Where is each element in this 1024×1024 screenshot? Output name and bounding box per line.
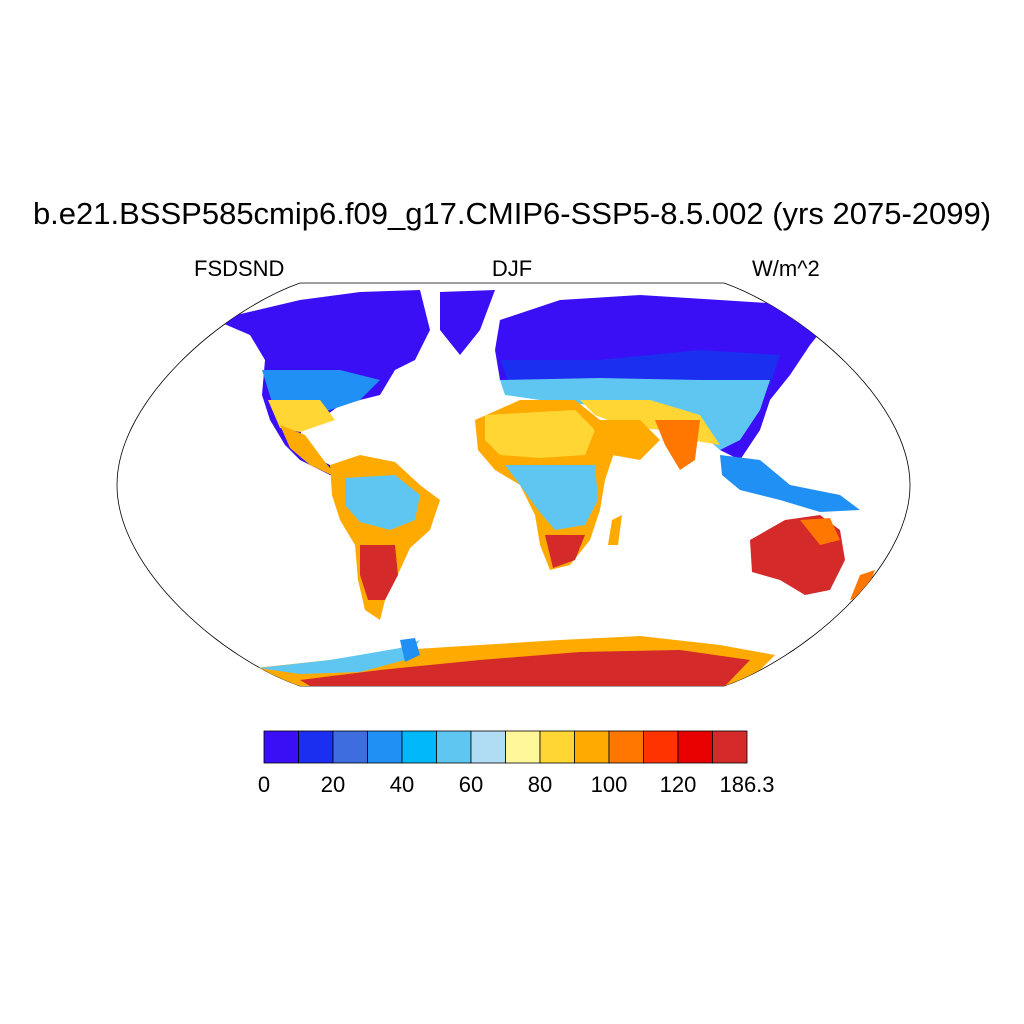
units-label: W/m^2: [752, 256, 820, 281]
plot-title: b.e21.BSSP585cmip6.f09_g17.CMIP6-SSP5-8.…: [32, 196, 992, 231]
colorbar-box: [712, 730, 748, 764]
colorbar-box: [367, 730, 403, 764]
variable-name: FSDSND: [194, 256, 285, 281]
colorbar-box: [401, 730, 437, 764]
colorbar-box: [505, 730, 541, 764]
colorbar-tick-label: 20: [321, 772, 345, 797]
colorbar-box: [677, 730, 713, 764]
colorbar-box: [298, 730, 334, 764]
colorbar-tick-label: 40: [390, 772, 414, 797]
colorbar-tick-label: 100: [591, 772, 628, 797]
colorbar-box: [643, 730, 679, 764]
colorbar-tick-label: 186.3: [719, 772, 774, 797]
season-label: DJF: [491, 256, 533, 281]
colorbar-box: [574, 730, 610, 764]
colorbar-box: [263, 730, 299, 764]
colorbar-box: [436, 730, 472, 764]
colorbar-box: [539, 730, 575, 764]
colorbar-box: [470, 730, 506, 764]
colorbar-tick-label: 60: [459, 772, 483, 797]
colorbar-tick-label: 120: [660, 772, 697, 797]
colorbar-box: [332, 730, 368, 764]
colorbar-tick-label: 0: [258, 772, 270, 797]
colorbar-box: [608, 730, 644, 764]
greenland: [440, 290, 495, 355]
colorbar-tick-label: 80: [528, 772, 552, 797]
